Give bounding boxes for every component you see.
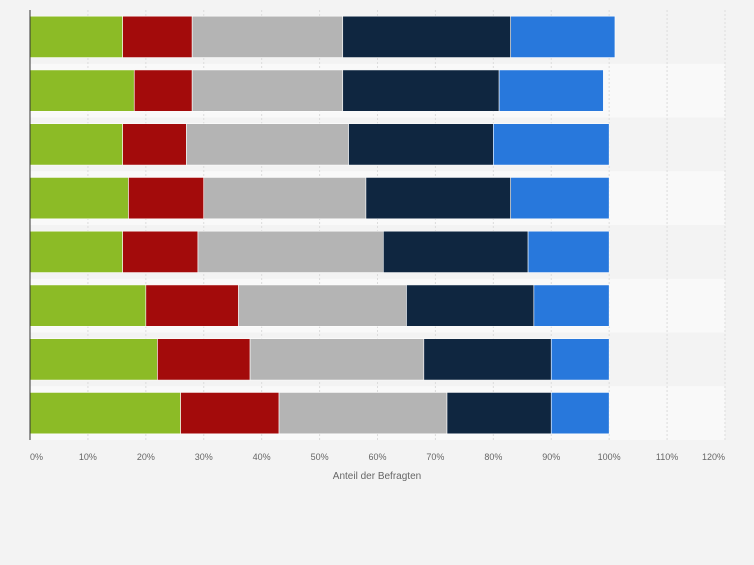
bar-segment [197, 230, 384, 273]
x-axis-label: Anteil der Befragten [333, 471, 421, 482]
bar-segment [342, 15, 512, 58]
x-tick-label: 70% [426, 452, 444, 462]
x-tick-label: 120% [702, 452, 725, 462]
x-tick-label: 100% [598, 452, 621, 462]
bar-segment [510, 177, 610, 220]
bar-segment [406, 284, 535, 327]
bar-segment [550, 392, 610, 435]
bar-segment [29, 338, 158, 381]
bar-segment [238, 284, 407, 327]
bar-segment [203, 177, 367, 220]
x-tick-label: 40% [253, 452, 271, 462]
bar-segment [382, 230, 529, 273]
bar-segment [122, 123, 187, 166]
bar-segment [29, 123, 123, 166]
bar-segment [191, 69, 344, 112]
bar-segment [365, 177, 512, 220]
x-axis-ticks: 0% 10% 20% 30% 40% 50% 60% 70% 80% 90% 100% 110% 120… [30, 452, 725, 462]
bar-segment [186, 123, 349, 166]
bar-segment [510, 15, 616, 58]
x-tick-label: 30% [195, 452, 213, 462]
bar-segment [493, 123, 610, 166]
bar-segment [533, 284, 610, 327]
bar-segment [423, 338, 552, 381]
bar-segment [498, 69, 604, 112]
bar-segment [527, 230, 610, 273]
bar-segment [122, 15, 193, 58]
bar-segment [191, 15, 344, 58]
bar-segment [278, 392, 448, 435]
bar-segment [29, 284, 147, 327]
bar-segment [342, 69, 500, 112]
bar-segment [550, 338, 610, 381]
bar-segment [122, 230, 199, 273]
bar-segment [128, 177, 205, 220]
bar-segment [29, 15, 123, 58]
x-tick-label: 90% [542, 452, 560, 462]
x-tick-label: 20% [137, 452, 155, 462]
x-tick-label: 110% [656, 452, 678, 462]
bar-segment [133, 69, 193, 112]
bar-segment [145, 284, 239, 327]
x-tick-label: 10% [79, 452, 97, 462]
bar-segment [157, 338, 251, 381]
bar-segment [348, 123, 494, 166]
bar-segment [446, 392, 552, 435]
bar-segment [29, 230, 123, 273]
x-tick-label: 60% [368, 452, 386, 462]
bar-segment [29, 392, 181, 435]
bar-segment [29, 177, 129, 220]
x-tick-label: 50% [311, 452, 329, 462]
bar-segment [29, 69, 135, 112]
bars [29, 15, 616, 435]
bar-segment [249, 338, 425, 381]
bar-segment [180, 392, 280, 435]
x-tick-label: 0% [30, 452, 43, 462]
x-tick-label: 80% [484, 452, 502, 462]
